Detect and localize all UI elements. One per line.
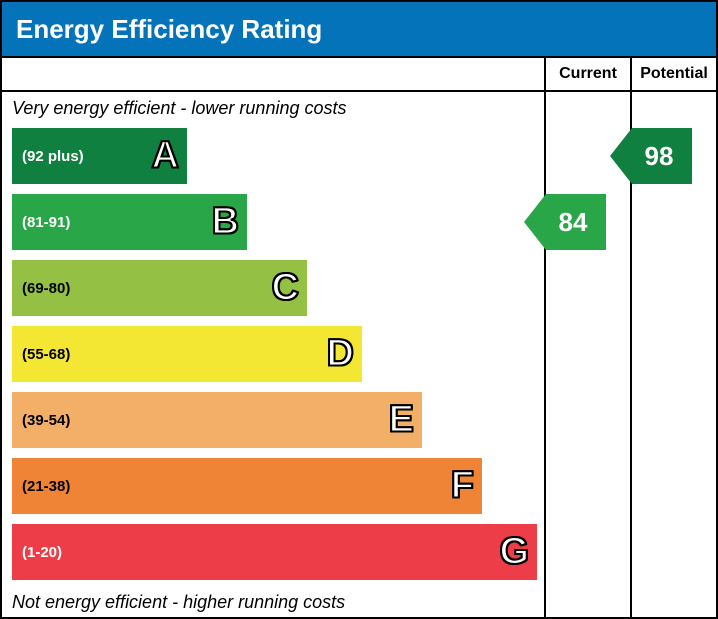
pointer-arrow-potential xyxy=(610,128,632,184)
pointer-value-potential: 98 xyxy=(632,128,692,184)
band-e: (39-54) E xyxy=(12,392,544,448)
band-bar-f: (21-38) F xyxy=(12,458,482,514)
band-range-c: (69-80) xyxy=(22,280,70,297)
band-range-d: (55-68) xyxy=(22,346,70,363)
pointer-arrow-current xyxy=(524,194,546,250)
band-letter-d: D xyxy=(327,333,354,376)
band-range-g: (1-20) xyxy=(22,544,62,561)
pointer-current: 84 xyxy=(524,194,606,250)
band-letter-g: G xyxy=(499,531,529,574)
header-row: Current Potential xyxy=(2,56,716,92)
pointer-value-current: 84 xyxy=(546,194,606,250)
pointer-potential: 98 xyxy=(610,128,692,184)
band-letter-e: E xyxy=(389,399,414,442)
band-bar-b: (81-91) B xyxy=(12,194,247,250)
band-c: (69-80) C xyxy=(12,260,544,316)
body-row: Very energy efficient - lower running co… xyxy=(2,92,716,619)
band-b: (81-91) B xyxy=(12,194,544,250)
band-bar-a: (92 plus) A xyxy=(12,128,187,184)
band-range-f: (21-38) xyxy=(22,478,70,495)
caption-efficient: Very energy efficient - lower running co… xyxy=(12,98,544,119)
band-letter-b: B xyxy=(212,201,239,244)
header-potential: Potential xyxy=(630,58,716,90)
band-g: (1-20) G xyxy=(12,524,544,580)
bands-column: Very energy efficient - lower running co… xyxy=(2,92,544,619)
band-f: (21-38) F xyxy=(12,458,544,514)
band-range-a: (92 plus) xyxy=(22,148,84,165)
band-bar-e: (39-54) E xyxy=(12,392,422,448)
potential-column: 98 xyxy=(630,92,716,619)
band-bar-g: (1-20) G xyxy=(12,524,537,580)
title-bar: Energy Efficiency Rating xyxy=(2,2,716,56)
band-letter-c: C xyxy=(272,267,299,310)
caption-inefficient: Not energy efficient - higher running co… xyxy=(12,592,345,613)
bands-container: (92 plus) A (81-91) B (69-80) C (55-68) D (39-54… xyxy=(12,128,544,590)
band-letter-a: A xyxy=(152,135,179,178)
band-bar-c: (69-80) C xyxy=(12,260,307,316)
band-range-e: (39-54) xyxy=(22,412,70,429)
band-a: (92 plus) A xyxy=(12,128,544,184)
header-current: Current xyxy=(544,58,630,90)
band-d: (55-68) D xyxy=(12,326,544,382)
band-bar-d: (55-68) D xyxy=(12,326,362,382)
header-spacer xyxy=(2,58,544,90)
epc-chart: Energy Efficiency Rating Current Potenti… xyxy=(0,0,718,619)
band-letter-f: F xyxy=(451,465,474,508)
band-range-b: (81-91) xyxy=(22,214,70,231)
chart-title: Energy Efficiency Rating xyxy=(16,14,322,45)
